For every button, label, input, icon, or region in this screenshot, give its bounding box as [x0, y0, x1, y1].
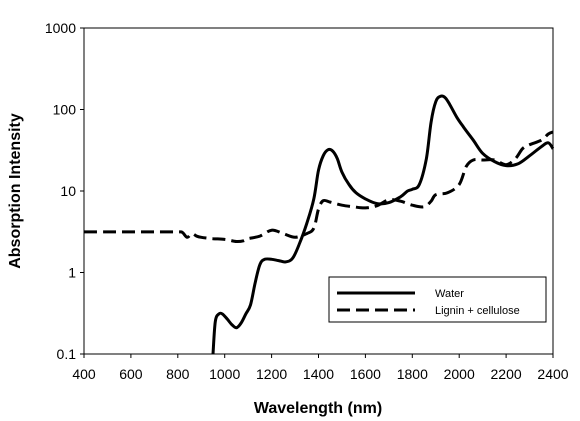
y-tick-label: 0.1	[57, 346, 77, 362]
x-tick-label: 800	[166, 366, 190, 382]
series-line-lignin-cellulose	[83, 130, 554, 244]
x-tick-label: 1000	[209, 366, 240, 382]
x-tick-label: 1400	[303, 366, 334, 382]
x-tick-label: 1800	[397, 366, 428, 382]
x-tick-label: 1600	[350, 366, 381, 382]
x-tick-label: 600	[119, 366, 143, 382]
series-line-water	[211, 94, 555, 355]
legend-box	[328, 276, 547, 323]
y-tick-label: 1	[68, 265, 76, 281]
x-tick-label: 400	[72, 366, 96, 382]
x-tick-label: 1200	[256, 366, 287, 382]
x-axis-title: Wavelength (nm)	[254, 400, 382, 417]
legend-label-water: Water	[435, 288, 464, 300]
x-tick-label: 2200	[491, 366, 522, 382]
y-tick-label: 10	[60, 183, 76, 199]
x-tick-label: 2000	[444, 366, 475, 382]
legend: Water Lignin + cellulose	[328, 276, 547, 323]
x-tick-label: 2400	[537, 366, 568, 382]
legend-label-lignin-cellulose: Lignin + cellulose	[435, 305, 520, 317]
y-axis: 0.1 1 10 100 1000	[45, 20, 84, 362]
x-axis: 400 600 800 1000 1200 1400 1600 1800 2000 2200 240…	[72, 354, 569, 382]
y-tick-label: 100	[53, 102, 77, 118]
y-axis-title: Absorption Intensity	[7, 113, 24, 269]
y-tick-label: 1000	[45, 20, 76, 36]
series-layer	[83, 94, 555, 355]
